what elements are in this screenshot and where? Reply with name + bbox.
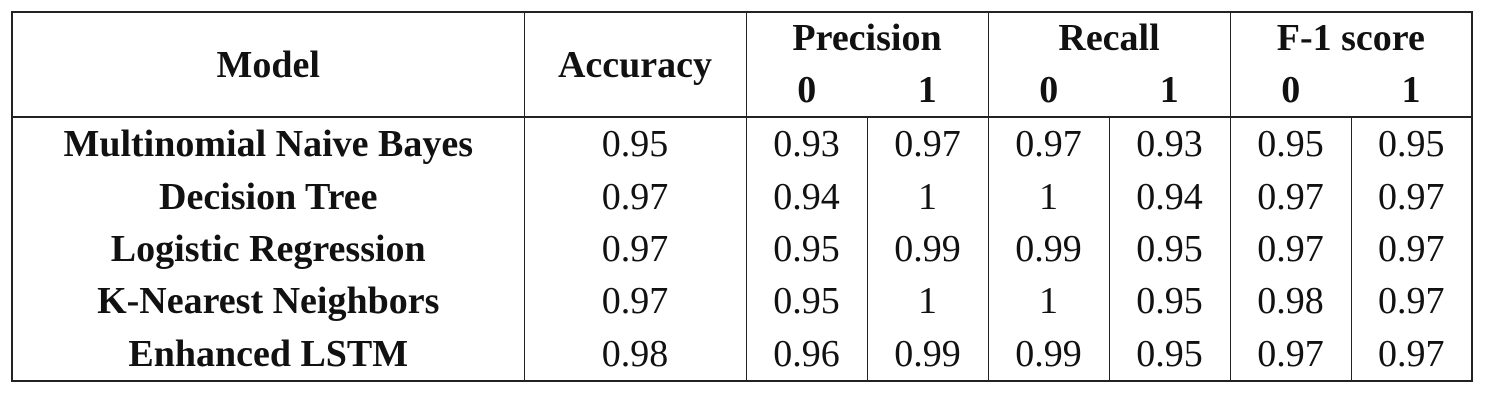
- recall-1-cell: 0.95: [1108, 327, 1231, 381]
- header-precision-0: 0: [745, 63, 867, 118]
- accuracy-cell: 0.97: [523, 222, 746, 276]
- f1-0-cell: 0.98: [1229, 275, 1352, 328]
- header-recall-0: 0: [987, 63, 1110, 118]
- header-f1-1: 1: [1351, 63, 1473, 118]
- accuracy-cell: 0.98: [523, 327, 746, 381]
- precision-0-cell: 0.93: [745, 117, 867, 171]
- header-f1-0: 0: [1229, 63, 1352, 118]
- precision-1-cell: 1: [866, 275, 989, 328]
- model-name-cell: Enhanced LSTM: [128, 332, 409, 375]
- header-precision: Precision: [745, 12, 989, 63]
- table-row: Decision Tree 0.97 0.94 1 1 0.94 0.97 0.…: [12, 170, 1473, 223]
- accuracy-cell: 0.97: [523, 170, 746, 223]
- results-table: Model Accuracy Precision Recall F-1 scor…: [11, 11, 1474, 382]
- model-name-cell: Decision Tree: [159, 175, 378, 218]
- header-f1-score: F-1 score: [1229, 12, 1473, 63]
- recall-1-cell: 0.93: [1108, 117, 1231, 171]
- recall-1-cell: 0.94: [1108, 170, 1231, 223]
- f1-0-cell: 0.97: [1229, 327, 1352, 381]
- accuracy-cell: 0.95: [523, 117, 746, 171]
- header-recall: Recall: [987, 12, 1231, 63]
- precision-1-cell: 0.99: [866, 327, 989, 381]
- accuracy-cell: 0.97: [523, 275, 746, 328]
- recall-1-cell: 0.95: [1108, 275, 1231, 328]
- f1-1-cell: 0.97: [1350, 275, 1473, 328]
- precision-0-cell: 0.95: [745, 275, 867, 328]
- recall-0-cell: 0.99: [987, 327, 1110, 381]
- recall-0-cell: 1: [987, 275, 1110, 328]
- precision-1-cell: 0.97: [866, 117, 989, 171]
- f1-1-cell: 0.97: [1350, 222, 1473, 276]
- f1-0-cell: 0.97: [1229, 170, 1352, 223]
- table-row: Multinomial Naive Bayes 0.95 0.93 0.97 0…: [12, 117, 1473, 171]
- model-name-cell: K-Nearest Neighbors: [97, 280, 440, 323]
- header-model: Model: [12, 12, 524, 118]
- precision-0-cell: 0.94: [745, 170, 867, 223]
- recall-0-cell: 0.99: [987, 222, 1110, 276]
- recall-1-cell: 0.95: [1108, 222, 1231, 276]
- header-row-top: Model Accuracy Precision Recall F-1 scor…: [12, 12, 1473, 118]
- f1-1-cell: 0.97: [1350, 170, 1473, 223]
- model-name-cell: Multinomial Naive Bayes: [63, 123, 474, 166]
- f1-0-cell: 0.95: [1229, 117, 1352, 171]
- precision-0-cell: 0.95: [745, 222, 867, 276]
- header-precision-1: 1: [867, 63, 989, 118]
- header-recall-1: 1: [1109, 63, 1231, 118]
- recall-0-cell: 0.97: [987, 117, 1110, 171]
- header-row-sub: 0 1 0 1 0 1: [12, 63, 1473, 118]
- f1-1-cell: 0.97: [1350, 327, 1473, 381]
- f1-1-cell: 0.95: [1350, 117, 1473, 171]
- precision-1-cell: 0.99: [866, 222, 989, 276]
- precision-1-cell: 1: [866, 170, 989, 223]
- recall-0-cell: 1: [987, 170, 1110, 223]
- table-row: K-Nearest Neighbors 0.97 0.95 1 1 0.95 0…: [12, 275, 1473, 328]
- table-row: Enhanced LSTM 0.98 0.96 0.99 0.99 0.95 0…: [12, 327, 1473, 381]
- f1-0-cell: 0.97: [1229, 222, 1352, 276]
- table-row: Logistic Regression 0.97 0.95 0.99 0.99 …: [12, 222, 1473, 276]
- header-accuracy: Accuracy: [523, 12, 746, 118]
- precision-0-cell: 0.96: [745, 327, 867, 381]
- model-name-cell: Logistic Regression: [110, 227, 426, 270]
